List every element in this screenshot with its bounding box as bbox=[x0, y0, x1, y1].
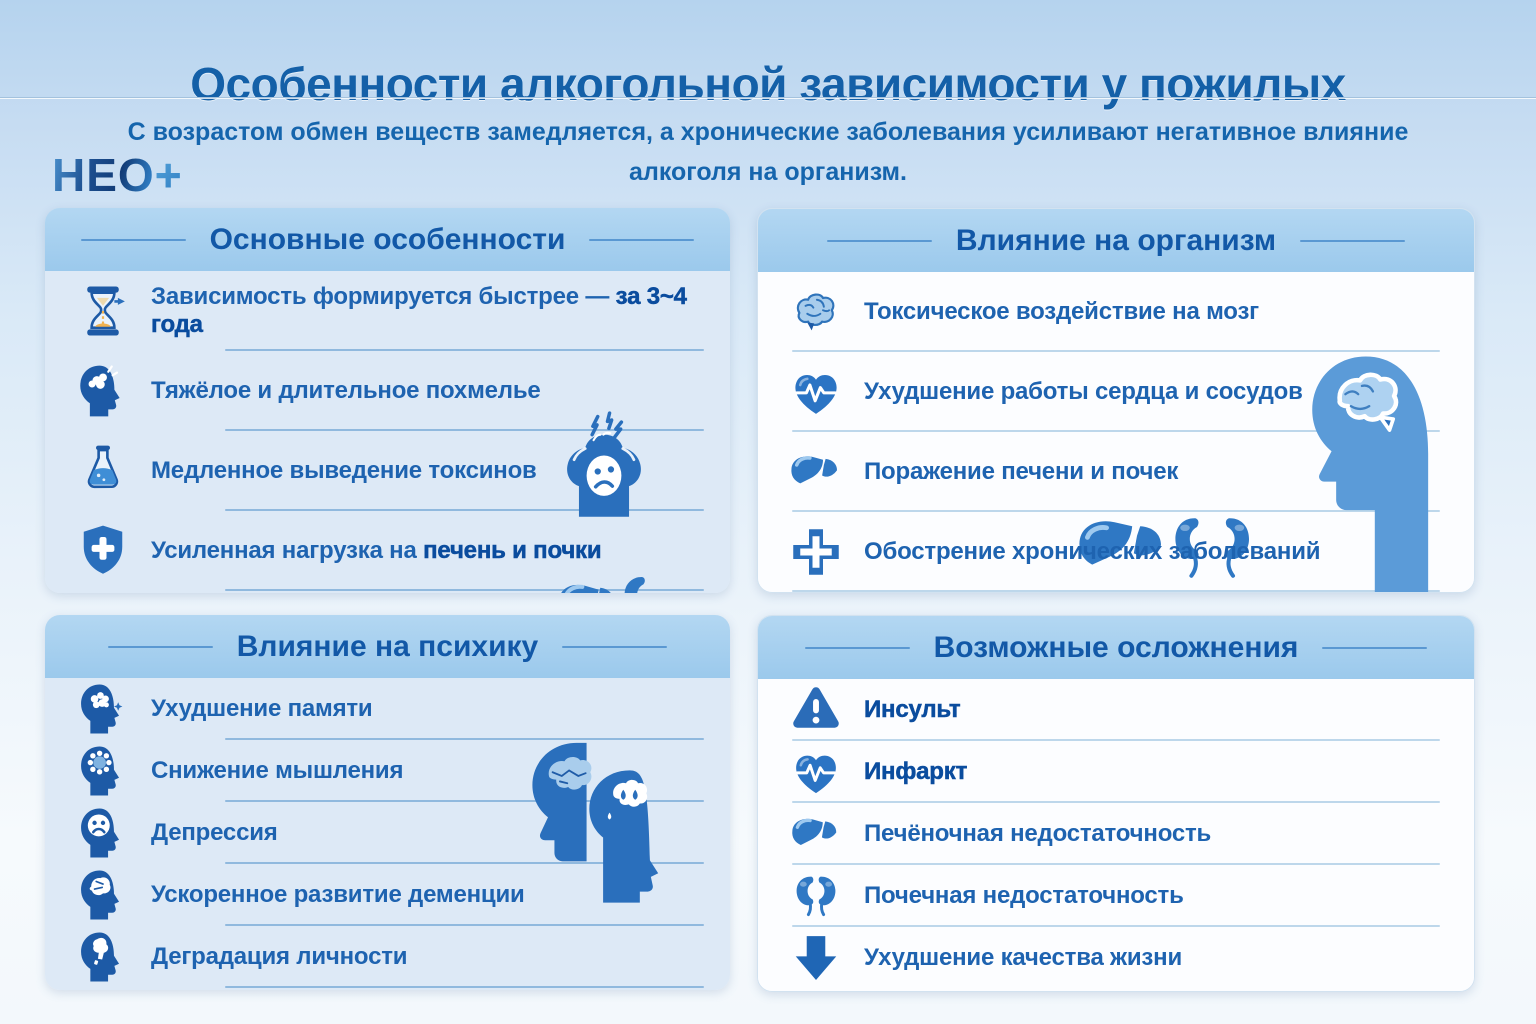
item-text: Ухудшение работы сердца и сосудов bbox=[864, 378, 1303, 405]
list-item: Деградация личности bbox=[45, 926, 730, 988]
list-item: Почечная недостаточность bbox=[758, 865, 1474, 927]
panel-title: Возможные осложнения bbox=[933, 630, 1299, 664]
list-item: Обострение хронических заболеваний bbox=[758, 512, 1474, 592]
list-item: Печёночная недостаточность bbox=[758, 803, 1474, 865]
panel-title: Влияние на организм bbox=[955, 223, 1277, 257]
panel-header: Влияние на организм bbox=[758, 209, 1474, 272]
item-text: Зависимость формируется быстрее — за 3~4… bbox=[151, 283, 688, 339]
item-text: Ухудшение памяти bbox=[151, 695, 373, 722]
flask-icon bbox=[73, 442, 133, 500]
item-text: Депрессия bbox=[151, 819, 278, 846]
title-divider bbox=[0, 97, 1536, 98]
list-item: Снижение мышления bbox=[45, 740, 730, 802]
neo-plus-logo: НЕО+ bbox=[52, 148, 183, 202]
header-line bbox=[1322, 646, 1428, 649]
logo-text: НЕО bbox=[52, 149, 155, 201]
header-line bbox=[80, 238, 186, 241]
item-text: Печёночная недостаточность bbox=[864, 820, 1212, 847]
panel-body: Инсульт Инфаркт Печёночная недостаточнос… bbox=[758, 679, 1474, 991]
kidneys-icon bbox=[786, 867, 846, 925]
panel-title: Основные особенности bbox=[209, 222, 566, 256]
logo-plus-sign: + bbox=[154, 149, 183, 201]
page-subtitle: С возрастом обмен веществ замедляется, а… bbox=[0, 112, 1536, 192]
panel-header: Возможные осложнения bbox=[758, 616, 1474, 679]
panel-psyche-impact: Влияние на психику Ухудшение памяти Сниж… bbox=[45, 615, 730, 990]
panel-main-features: Основные особенности Зависимость формиру… bbox=[45, 208, 730, 593]
header-line bbox=[107, 645, 213, 648]
panel-header: Основные особенности bbox=[45, 208, 730, 271]
memory-head-icon bbox=[73, 680, 133, 738]
item-text: Ускоренное развитие деменции bbox=[151, 881, 525, 908]
degradation-head-icon bbox=[73, 928, 133, 986]
item-text: Медленное выведение токсинов bbox=[151, 457, 537, 484]
list-item: Усиленная нагрузка на печень и почки bbox=[45, 511, 730, 591]
item-text: Усиленная нагрузка на печень и почки bbox=[151, 537, 602, 565]
panel-header: Влияние на психику bbox=[45, 615, 730, 678]
header-line bbox=[562, 645, 668, 648]
list-item: Депрессия bbox=[45, 802, 730, 864]
list-item: Тяжёлое и длительное похмелье bbox=[45, 351, 730, 431]
item-text: Инфаркт bbox=[864, 758, 968, 786]
item-text: Почечная недостаточность bbox=[864, 882, 1184, 909]
liver-kidney-illustration bbox=[552, 568, 672, 593]
item-text: Инсульт bbox=[864, 696, 961, 724]
dementia-head-icon bbox=[73, 866, 133, 924]
item-text: Тяжёлое и длительное похмелье bbox=[151, 377, 541, 404]
list-item: Инфаркт bbox=[758, 741, 1474, 803]
subtitle-line-1: С возрастом обмен веществ замедляется, а… bbox=[127, 118, 1409, 146]
list-item: Ухудшение качества жизни bbox=[758, 927, 1474, 989]
item-text: Токсическое воздействие на мозг bbox=[864, 298, 1259, 325]
header-line bbox=[804, 646, 910, 649]
medical-cross-icon bbox=[786, 523, 846, 581]
item-text: Поражение печени и почек bbox=[864, 458, 1179, 485]
heart-pulse-icon bbox=[786, 363, 846, 421]
panel-complications: Возможные осложнения Инсульт Инфаркт Печ… bbox=[757, 615, 1475, 992]
header-line bbox=[826, 239, 932, 242]
panel-body-impact: Влияние на организм Токсическое воздейст… bbox=[757, 208, 1475, 593]
list-item: Ухудшение памяти bbox=[45, 678, 730, 740]
list-item: Инсульт bbox=[758, 679, 1474, 741]
list-item: Токсическое воздействие на мозг bbox=[758, 272, 1474, 352]
list-item: Ухудшение работы сердца и сосудов bbox=[758, 352, 1474, 432]
panel-body: Зависимость формируется быстрее — за 3~4… bbox=[45, 271, 730, 593]
down-arrow-icon bbox=[786, 929, 846, 987]
list-item: Ускоренное развитие деменции bbox=[45, 864, 730, 926]
liver-icon bbox=[786, 805, 846, 863]
shield-cross-icon bbox=[73, 522, 133, 580]
hourglass-icon bbox=[73, 282, 133, 340]
sad-face-head-icon bbox=[73, 804, 133, 862]
hangover-head-icon bbox=[73, 362, 133, 420]
list-item: Поражение печени и почек bbox=[758, 432, 1474, 512]
list-item: Медленное выведение токсинов bbox=[45, 431, 730, 511]
warning-triangle-icon bbox=[786, 681, 846, 739]
item-text: Деградация личности bbox=[151, 943, 408, 970]
page-title: Особенности алкогольной зависимости у по… bbox=[190, 57, 1346, 110]
list-item: Зависимость формируется быстрее — за 3~4… bbox=[45, 271, 730, 351]
thinking-head-icon bbox=[73, 742, 133, 800]
item-text: Обострение хронических заболеваний bbox=[864, 538, 1321, 565]
panel-body: Токсическое воздействие на мозг Ухудшени… bbox=[758, 272, 1474, 592]
subtitle-line-2: алкоголя на организм. bbox=[629, 158, 907, 186]
header-line bbox=[589, 238, 695, 241]
item-text: Снижение мышления bbox=[151, 757, 404, 784]
brain-icon bbox=[786, 283, 846, 341]
header-line bbox=[1300, 239, 1406, 242]
panel-title: Влияние на психику bbox=[236, 629, 539, 663]
liver-icon bbox=[786, 443, 846, 501]
panel-body: Ухудшение памяти Снижение мышления Депре… bbox=[45, 678, 730, 990]
item-text: Ухудшение качества жизни bbox=[864, 944, 1183, 971]
heart-pulse-icon bbox=[786, 743, 846, 801]
